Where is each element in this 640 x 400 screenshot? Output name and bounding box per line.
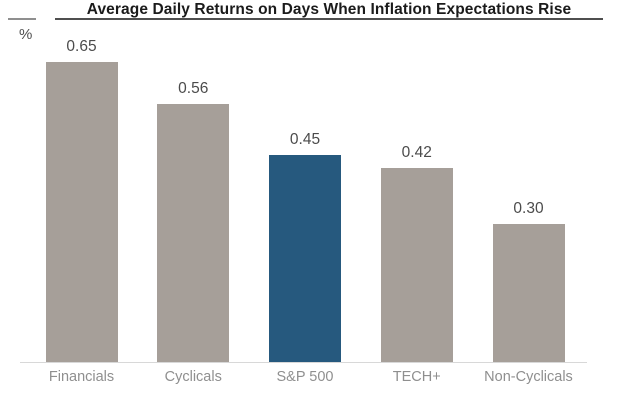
category-label-tech: TECH+: [392, 369, 441, 385]
value-label-financials: 0.65: [66, 38, 97, 55]
category-label-cyclicals: Cyclicals: [164, 369, 222, 385]
value-label-non-cyclicals: 0.30: [513, 200, 544, 217]
value-label-s-p-500: 0.45: [289, 131, 321, 148]
x-axis-line: [20, 362, 587, 363]
category-label-s-p-500: S&P 500: [276, 369, 334, 385]
chart-title: Average Daily Returns on Days When Infla…: [86, 1, 572, 18]
y-axis-unit-label: %: [19, 26, 33, 43]
value-label-tech: 0.42: [401, 144, 432, 161]
bar-cyclicals: [157, 104, 230, 362]
bar-financials: [45, 62, 118, 362]
value-label-cyclicals: 0.56: [178, 80, 209, 97]
category-label-financials: Financials: [48, 369, 115, 385]
bar-s-p-500: [269, 155, 341, 362]
bar-non-cyclicals: [492, 224, 565, 362]
category-label-non-cyclicals: Non-Cyclicals: [484, 369, 573, 385]
header-left-rule: [8, 18, 36, 20]
bar-tech: [380, 168, 453, 362]
title-underline: [55, 18, 603, 20]
